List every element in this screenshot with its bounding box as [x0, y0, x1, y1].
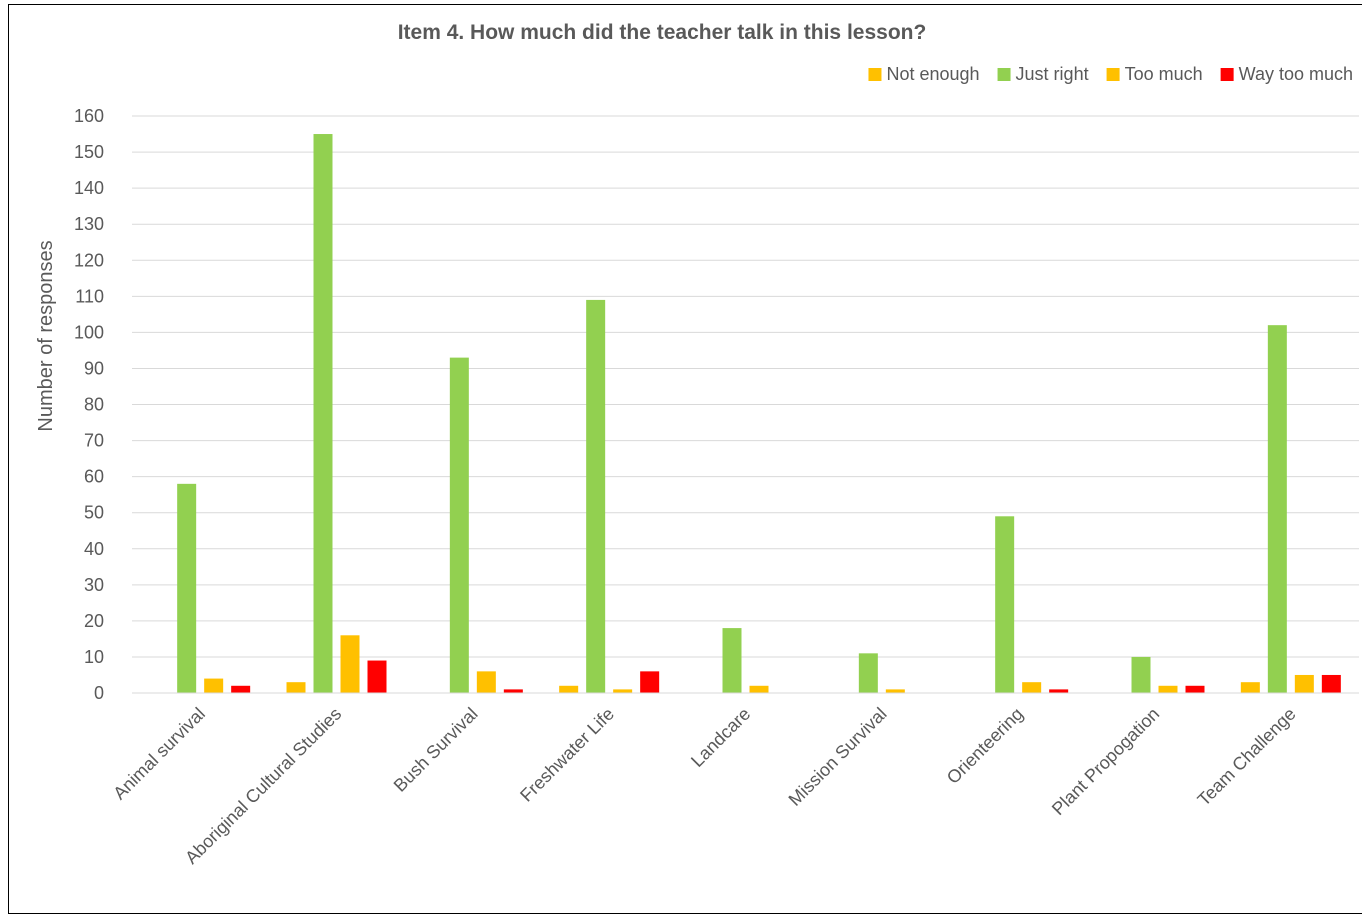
- bar: [476, 671, 496, 693]
- gridlines: [132, 115, 1359, 658]
- bar: [367, 660, 387, 693]
- y-tick-label: 20: [84, 611, 104, 631]
- bar: [449, 357, 469, 693]
- bars: [177, 134, 1341, 693]
- legend-label: Not enough: [886, 64, 979, 84]
- legend-label: Too much: [1125, 64, 1203, 84]
- bar: [995, 516, 1015, 693]
- legend-swatch: [1220, 68, 1234, 81]
- bar: [177, 483, 197, 693]
- y-tick-label: 80: [84, 395, 104, 415]
- y-tick-label: 70: [84, 431, 104, 451]
- chart-title: Item 4. How much did the teacher talk in…: [398, 21, 927, 44]
- y-tick-label: 40: [84, 539, 104, 559]
- x-tick-label: Landcare: [687, 704, 754, 771]
- x-tick-label: Mission Survival: [785, 704, 891, 810]
- x-tick-label: Aboriginal Cultural Studies: [181, 704, 345, 868]
- legend-item: Just right: [997, 64, 1089, 84]
- legend-item: Not enough: [868, 64, 980, 84]
- legend-item: Way too much: [1220, 64, 1353, 84]
- y-tick-label: 130: [74, 214, 104, 234]
- y-tick-label: 110: [75, 286, 104, 306]
- y-axis-ticks: 0 10 20 30 40 50 60 70 80 90 100 110 120 130 140 150 160: [74, 106, 104, 703]
- bar: [885, 689, 905, 693]
- legend-swatch: [868, 68, 882, 81]
- chart-frame: Item 4. How much did the teacher talk in…: [8, 4, 1362, 914]
- y-tick-label: 0: [94, 683, 104, 703]
- bar: [722, 628, 742, 693]
- bar: [559, 685, 579, 693]
- bar: [231, 685, 251, 693]
- bar: [313, 134, 333, 693]
- y-tick-label: 100: [74, 322, 104, 342]
- x-tick-label: Orienteering: [943, 704, 1027, 788]
- bar-chart: Item 4. How much did the teacher talk in…: [35, 21, 1359, 868]
- x-tick-label: Team Challenge: [1194, 704, 1300, 810]
- y-tick-label: 10: [84, 647, 104, 667]
- bar: [1022, 682, 1042, 693]
- y-tick-label: 160: [74, 106, 104, 126]
- bar: [1158, 685, 1178, 693]
- y-tick-label: 50: [84, 503, 104, 523]
- bar: [1240, 682, 1260, 693]
- bar: [749, 685, 769, 693]
- bar: [1049, 689, 1069, 693]
- legend-swatch: [1106, 68, 1120, 81]
- y-tick-label: 120: [74, 250, 104, 270]
- bar: [858, 653, 878, 693]
- y-axis-label: Number of responses: [35, 240, 57, 431]
- legend-label: Just right: [1016, 64, 1089, 84]
- bar: [613, 689, 633, 693]
- bar: [204, 678, 224, 693]
- bar: [503, 689, 523, 693]
- bar: [1294, 674, 1314, 693]
- legend-swatch: [997, 68, 1011, 81]
- bar: [1185, 685, 1205, 693]
- bar: [1267, 325, 1287, 693]
- legend-item: Too much: [1106, 64, 1203, 84]
- bar: [340, 635, 360, 693]
- y-tick-label: 90: [84, 358, 104, 378]
- bar: [1131, 656, 1151, 693]
- bar: [640, 671, 660, 693]
- x-tick-label: Animal survival: [109, 704, 209, 804]
- x-tick-label: Freshwater Life: [516, 704, 618, 806]
- x-tick-label: Plant Propogation: [1048, 704, 1163, 819]
- bar: [586, 299, 606, 693]
- bar: [286, 682, 306, 693]
- legend: Not enough Just right Too much Way too much: [868, 64, 1353, 84]
- bar: [1321, 674, 1341, 693]
- y-tick-label: 30: [84, 575, 104, 595]
- x-tick-label: Bush Survival: [390, 704, 482, 796]
- legend-label: Way too much: [1239, 64, 1353, 84]
- y-tick-label: 140: [74, 178, 104, 198]
- y-tick-label: 150: [74, 142, 104, 162]
- y-tick-label: 60: [84, 467, 104, 487]
